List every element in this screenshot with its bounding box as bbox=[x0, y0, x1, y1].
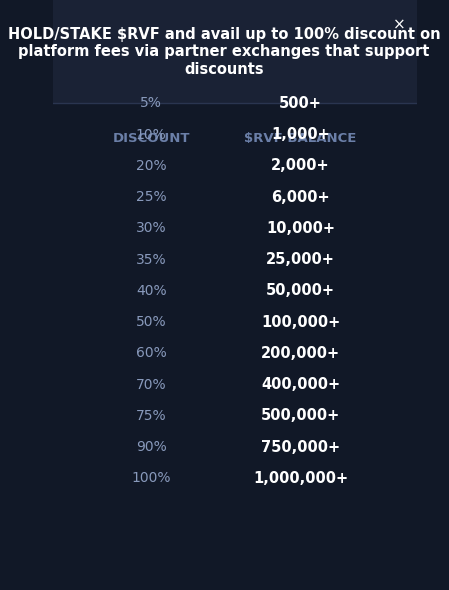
Text: 70%: 70% bbox=[136, 378, 167, 392]
Text: 500,000+: 500,000+ bbox=[261, 408, 340, 424]
Text: 50%: 50% bbox=[136, 315, 167, 329]
Text: 6,000+: 6,000+ bbox=[271, 189, 330, 205]
Text: 100,000+: 100,000+ bbox=[261, 314, 340, 330]
Text: 100%: 100% bbox=[132, 471, 171, 486]
Text: 30%: 30% bbox=[136, 221, 167, 235]
Text: HOLD/STAKE $RVF and avail up to 100% discount on
platform fees via partner excha: HOLD/STAKE $RVF and avail up to 100% dis… bbox=[8, 27, 440, 77]
Text: 50,000+: 50,000+ bbox=[266, 283, 335, 299]
FancyBboxPatch shape bbox=[53, 0, 417, 103]
Text: 90%: 90% bbox=[136, 440, 167, 454]
Text: 60%: 60% bbox=[136, 346, 167, 360]
Text: DISCOUNT: DISCOUNT bbox=[112, 132, 190, 145]
Text: 35%: 35% bbox=[136, 253, 167, 267]
Text: 1,000+: 1,000+ bbox=[271, 127, 330, 142]
Text: 40%: 40% bbox=[136, 284, 167, 298]
Text: 10%: 10% bbox=[136, 127, 167, 142]
Text: 750,000+: 750,000+ bbox=[261, 440, 340, 455]
Text: 25,000+: 25,000+ bbox=[266, 252, 335, 267]
Text: ×: × bbox=[392, 18, 405, 32]
Text: 2,000+: 2,000+ bbox=[271, 158, 330, 173]
Text: 25%: 25% bbox=[136, 190, 167, 204]
Text: 20%: 20% bbox=[136, 159, 167, 173]
Text: 5%: 5% bbox=[140, 96, 162, 110]
Text: 400,000+: 400,000+ bbox=[261, 377, 340, 392]
Text: 1,000,000+: 1,000,000+ bbox=[253, 471, 348, 486]
Text: 500+: 500+ bbox=[279, 96, 322, 111]
Text: 10,000+: 10,000+ bbox=[266, 221, 335, 236]
Text: 75%: 75% bbox=[136, 409, 167, 423]
Text: $RVF BALANCE: $RVF BALANCE bbox=[244, 132, 357, 145]
Text: 200,000+: 200,000+ bbox=[261, 346, 340, 361]
